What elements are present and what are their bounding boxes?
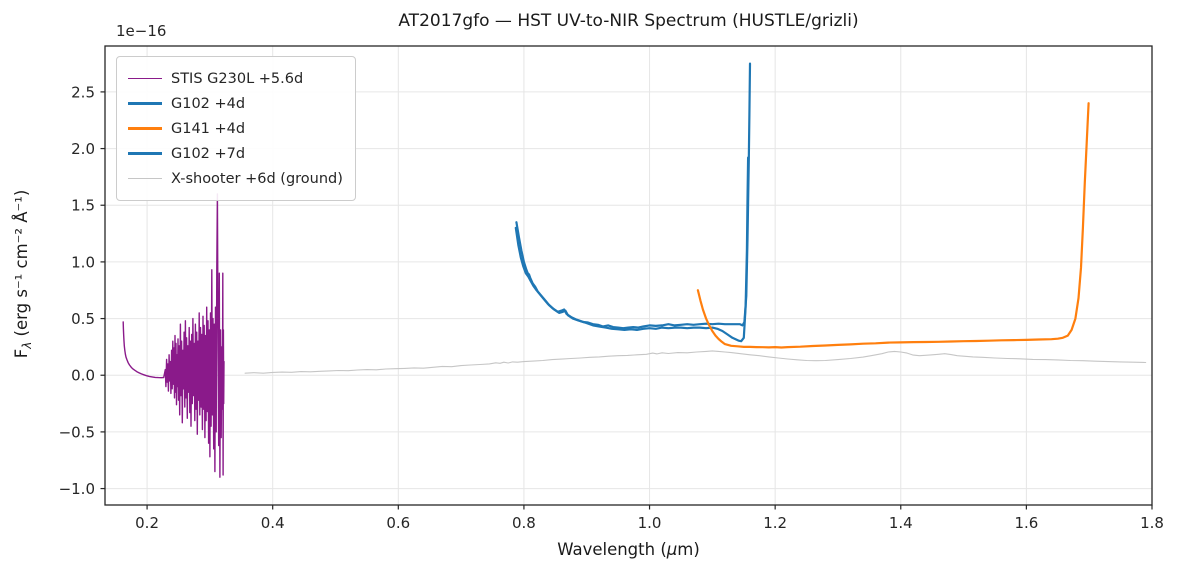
legend-label: X-shooter +6d (ground) bbox=[171, 170, 343, 187]
x-axis-label-mu: μ bbox=[666, 540, 678, 559]
x-tick-label: 0.6 bbox=[386, 514, 410, 532]
y-axis-offset-label: 1e−16 bbox=[116, 22, 167, 40]
x-axis-label-suffix: m) bbox=[677, 540, 700, 559]
legend-label: STIS G230L +5.6d bbox=[171, 70, 304, 87]
y-axis-label: Fλ (erg s⁻¹ cm⁻² Å⁻¹) bbox=[12, 124, 34, 424]
series-line-g102-7d bbox=[514, 156, 750, 343]
x-tick-label: 0.2 bbox=[135, 514, 159, 532]
y-axis-label-units: (erg s⁻¹ cm⁻² Å⁻¹) bbox=[12, 189, 31, 342]
y-tick-label: 2.5 bbox=[71, 83, 95, 101]
legend: STIS G230L +5.6d G102 +4d G141 +4d G102 … bbox=[116, 56, 356, 201]
legend-item: X-shooter +6d (ground) bbox=[128, 166, 343, 191]
series-line-stis-g230l-5-6d bbox=[122, 193, 225, 478]
legend-swatch bbox=[128, 102, 162, 105]
legend-swatch bbox=[128, 127, 162, 130]
y-tick-label: 0.5 bbox=[71, 310, 95, 328]
plot-frame bbox=[104, 45, 1153, 506]
y-axis-label-lambda: λ bbox=[20, 341, 34, 349]
legend-item: G102 +7d bbox=[128, 141, 343, 166]
y-tick-label: 0.0 bbox=[71, 367, 95, 385]
x-tick-label: 1.4 bbox=[889, 514, 913, 532]
series-line-g102-4d bbox=[515, 62, 752, 330]
legend-swatch bbox=[128, 177, 162, 180]
y-tick-label: 1.5 bbox=[71, 197, 95, 215]
legend-label: G141 +4d bbox=[171, 120, 246, 137]
x-axis-label-prefix: Wavelength ( bbox=[557, 540, 667, 559]
legend-swatch bbox=[128, 152, 162, 155]
y-axis-label-f: F bbox=[12, 348, 31, 359]
x-tick-label: 0.8 bbox=[512, 514, 536, 532]
legend-label: G102 +4d bbox=[171, 95, 246, 112]
legend-item: G141 +4d bbox=[128, 116, 343, 141]
legend-swatch bbox=[128, 77, 162, 80]
legend-item: G102 +4d bbox=[128, 91, 343, 116]
x-tick-label: 1.0 bbox=[638, 514, 662, 532]
legend-item: STIS G230L +5.6d bbox=[128, 66, 343, 91]
y-tick-label: −1.0 bbox=[59, 480, 95, 498]
chart-title: AT2017gfo — HST UV-to-NIR Spectrum (HUST… bbox=[398, 11, 859, 31]
legend-label: G102 +7d bbox=[171, 145, 246, 162]
y-tick-label: −0.5 bbox=[59, 423, 95, 441]
x-tick-label: 1.2 bbox=[763, 514, 787, 532]
series-line-g141-4d bbox=[696, 102, 1090, 349]
y-tick-label: 1.0 bbox=[71, 253, 95, 271]
x-axis-label: Wavelength (μm) bbox=[105, 540, 1152, 559]
x-tick-label: 1.8 bbox=[1140, 514, 1164, 532]
x-tick-label: 1.6 bbox=[1014, 514, 1038, 532]
x-tick-label: 0.4 bbox=[261, 514, 285, 532]
series-line-x-shooter-6d-ground bbox=[244, 350, 1147, 374]
y-tick-label: 2.0 bbox=[71, 140, 95, 158]
